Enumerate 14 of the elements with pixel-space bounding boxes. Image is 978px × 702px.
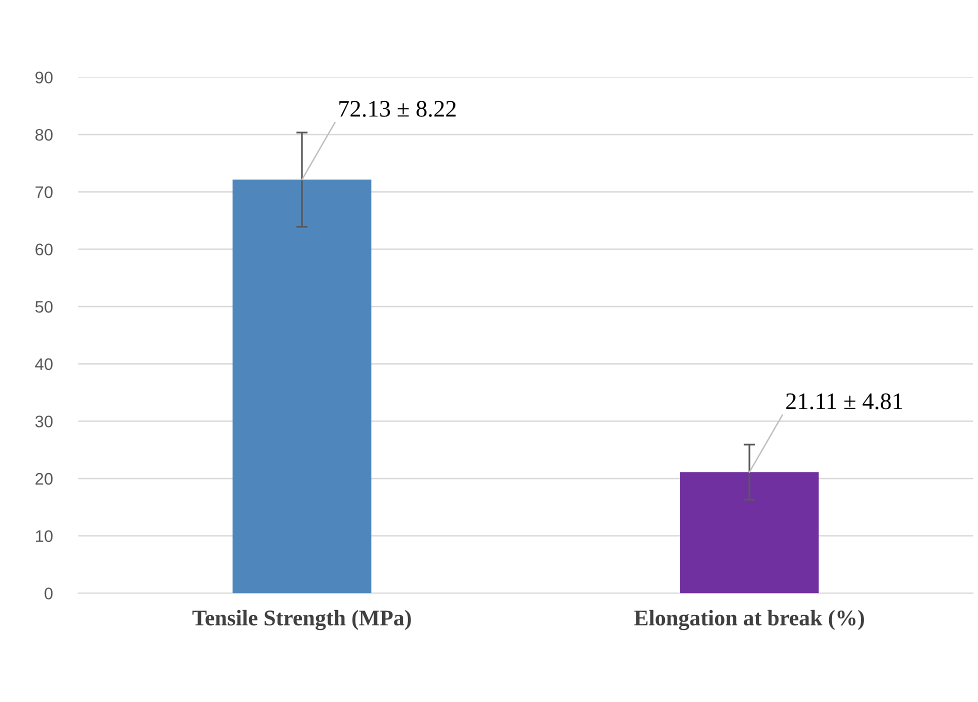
data-label: 21.11 ± 4.81 <box>786 393 902 410</box>
y-tick-label: 40 <box>35 358 53 370</box>
x-tick-label: Elongation at break (%) <box>634 610 864 630</box>
y-tick-label: 0 <box>44 588 53 600</box>
y-tick-label: 30 <box>35 416 53 428</box>
y-tick-label: 80 <box>35 128 53 141</box>
data-label: 72.13 ± 8.22 <box>339 100 456 117</box>
x-tick-label: Tensile Strength (MPa) <box>192 610 411 630</box>
y-tick-label: 50 <box>35 300 53 313</box>
y-tick-label: 20 <box>36 472 53 485</box>
y-tick-label: 10 <box>36 530 53 542</box>
y-tick-label: 90 <box>35 72 53 84</box>
y-tick-label: 70 <box>36 186 53 198</box>
y-tick-label: 60 <box>36 244 53 256</box>
